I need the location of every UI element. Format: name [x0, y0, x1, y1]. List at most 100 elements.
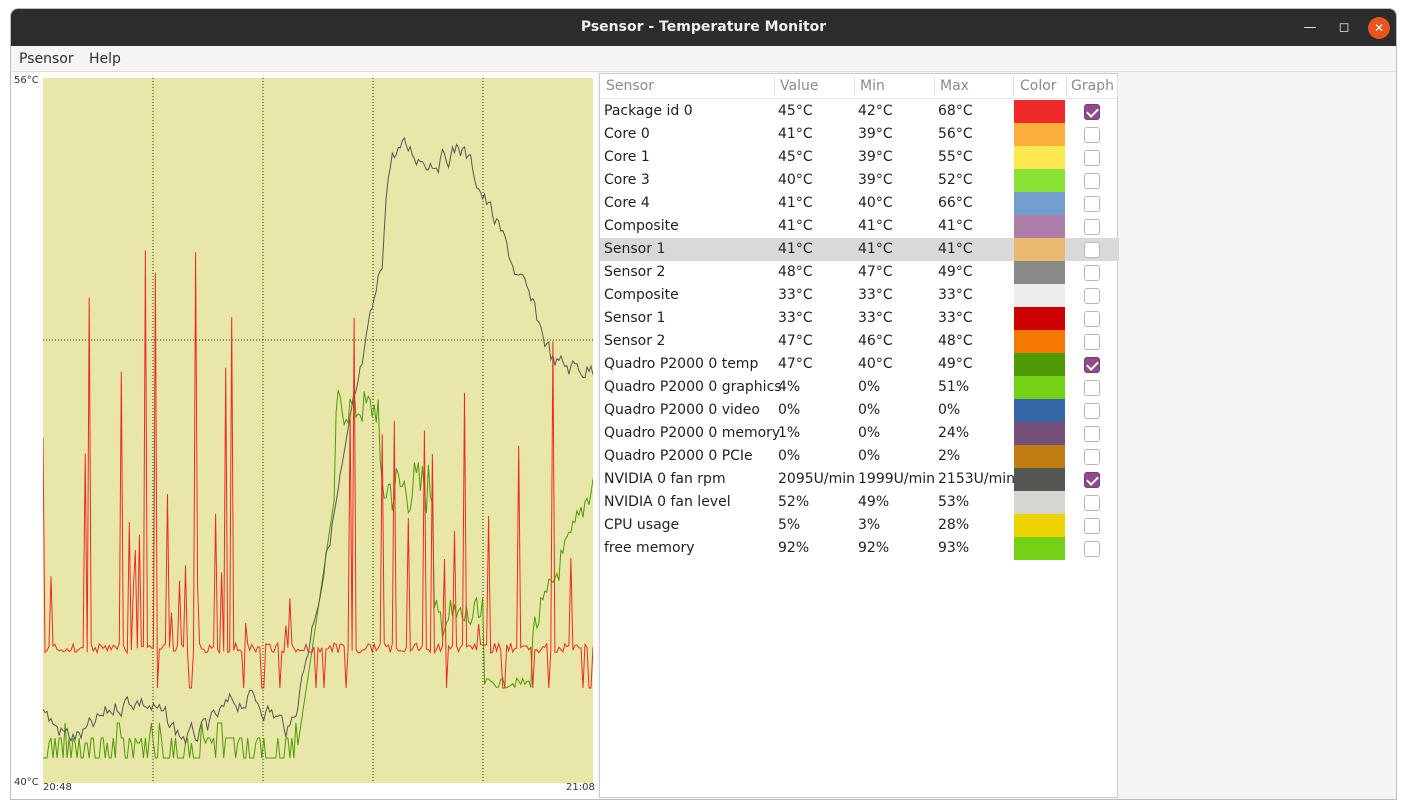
color-swatch[interactable]: [1014, 192, 1065, 215]
table-row[interactable]: Quadro P2000 0 memory 1% 0% 24%: [600, 422, 1119, 445]
table-row[interactable]: Sensor 1 41°C 41°C 41°C: [600, 238, 1119, 261]
table-row[interactable]: free memory 92% 92% 93%: [600, 537, 1119, 560]
table-row[interactable]: Quadro P2000 0 temp 47°C 40°C 49°C: [600, 353, 1119, 376]
table-row[interactable]: Sensor 2 47°C 46°C 48°C: [600, 330, 1119, 353]
table-row[interactable]: Quadro P2000 0 graphics 4% 0% 51%: [600, 376, 1119, 399]
title-bar[interactable]: Psensor - Temperature Monitor — ◻ ✕: [11, 9, 1396, 46]
color-swatch[interactable]: [1014, 514, 1065, 537]
graph-checkbox[interactable]: [1084, 242, 1100, 258]
table-row[interactable]: Quadro P2000 0 PCIe 0% 0% 2%: [600, 445, 1119, 468]
header-min[interactable]: Min: [860, 78, 885, 94]
cell-sensor: Quadro P2000 0 graphics: [604, 379, 782, 395]
table-row[interactable]: Core 0 41°C 39°C 56°C: [600, 123, 1119, 146]
cell-sensor: Core 0: [604, 126, 650, 142]
graph-checkbox[interactable]: [1084, 518, 1100, 534]
graph-checkbox[interactable]: [1084, 196, 1100, 212]
graph-checkbox[interactable]: [1084, 288, 1100, 304]
color-swatch[interactable]: [1014, 307, 1065, 330]
color-swatch[interactable]: [1014, 330, 1065, 353]
graph-checkbox[interactable]: [1084, 311, 1100, 327]
maximize-icon[interactable]: ◻: [1338, 20, 1350, 35]
close-icon[interactable]: ✕: [1368, 17, 1390, 39]
graph-checkbox[interactable]: [1084, 495, 1100, 511]
color-swatch[interactable]: [1014, 445, 1065, 468]
cell-sensor: Composite: [604, 287, 679, 303]
table-row[interactable]: Package id 0 45°C 42°C 68°C: [600, 100, 1119, 123]
graph-checkbox[interactable]: [1084, 173, 1100, 189]
series-line-package: [43, 250, 593, 689]
graph-checkbox[interactable]: [1084, 334, 1100, 350]
graph-plot-area: [43, 78, 593, 783]
color-swatch[interactable]: [1014, 261, 1065, 284]
cell-value: 33°C: [778, 287, 813, 303]
table-row[interactable]: Sensor 1 33°C 33°C 33°C: [600, 307, 1119, 330]
cell-max: 55°C: [938, 149, 973, 165]
color-swatch[interactable]: [1014, 422, 1065, 445]
sensor-graph: 56°C 40°C 20:48 21:08: [11, 72, 597, 799]
header-graph[interactable]: Graph: [1071, 78, 1114, 94]
graph-checkbox[interactable]: [1084, 219, 1100, 235]
menu-psensor[interactable]: Psensor: [19, 51, 74, 67]
cell-max: 49°C: [938, 264, 973, 280]
color-swatch[interactable]: [1014, 215, 1065, 238]
cell-value: 45°C: [778, 103, 813, 119]
cell-value: 41°C: [778, 218, 813, 234]
color-swatch[interactable]: [1014, 468, 1065, 491]
table-row[interactable]: CPU usage 5% 3% 28%: [600, 514, 1119, 537]
color-swatch[interactable]: [1014, 491, 1065, 514]
color-swatch[interactable]: [1014, 353, 1065, 376]
header-value[interactable]: Value: [780, 78, 819, 94]
cell-value: 45°C: [778, 149, 813, 165]
table-row[interactable]: Core 4 41°C 40°C 66°C: [600, 192, 1119, 215]
table-header: Sensor Value Min Max Color Graph: [600, 74, 1118, 99]
color-swatch[interactable]: [1014, 100, 1065, 123]
graph-checkbox[interactable]: [1084, 380, 1100, 396]
table-row[interactable]: Composite 41°C 41°C 41°C: [600, 215, 1119, 238]
graph-grid: [43, 78, 593, 783]
minimize-icon[interactable]: —: [1303, 20, 1317, 35]
cell-max: 2153U/min: [938, 471, 1015, 487]
color-swatch[interactable]: [1014, 169, 1065, 192]
graph-checkbox[interactable]: [1084, 403, 1100, 419]
graph-checkbox[interactable]: [1084, 104, 1100, 120]
graph-checkbox[interactable]: [1084, 449, 1100, 465]
cell-value: 52%: [778, 494, 810, 510]
graph-checkbox[interactable]: [1084, 541, 1100, 557]
table-row[interactable]: NVIDIA 0 fan rpm 2095U/min 1999U/min 2153U/…: [600, 468, 1119, 491]
x-end-label: 21:08: [566, 782, 595, 793]
color-swatch[interactable]: [1014, 376, 1065, 399]
table-row[interactable]: Sensor 2 48°C 47°C 49°C: [600, 261, 1119, 284]
cell-sensor: NVIDIA 0 fan rpm: [604, 471, 726, 487]
table-row[interactable]: NVIDIA 0 fan level 52% 49% 53%: [600, 491, 1119, 514]
cell-sensor: CPU usage: [604, 517, 680, 533]
table-row[interactable]: Quadro P2000 0 video 0% 0% 0%: [600, 399, 1119, 422]
table-row[interactable]: Composite 33°C 33°C 33°C: [600, 284, 1119, 307]
graph-checkbox[interactable]: [1084, 472, 1100, 488]
cell-value: 0%: [778, 402, 801, 418]
cell-max: 68°C: [938, 103, 973, 119]
y-max-label: 56°C: [14, 75, 39, 86]
cell-max: 41°C: [938, 218, 973, 234]
color-swatch[interactable]: [1014, 123, 1065, 146]
graph-checkbox[interactable]: [1084, 265, 1100, 281]
color-swatch[interactable]: [1014, 146, 1065, 169]
menu-help[interactable]: Help: [89, 51, 121, 67]
cell-min: 39°C: [858, 126, 893, 142]
cell-value: 47°C: [778, 356, 813, 372]
header-color[interactable]: Color: [1020, 78, 1057, 94]
cell-max: 49°C: [938, 356, 973, 372]
color-swatch[interactable]: [1014, 399, 1065, 422]
graph-checkbox[interactable]: [1084, 357, 1100, 373]
cell-max: 51%: [938, 379, 970, 395]
table-row[interactable]: Core 3 40°C 39°C 52°C: [600, 169, 1119, 192]
color-swatch[interactable]: [1014, 238, 1065, 261]
header-sensor[interactable]: Sensor: [606, 78, 654, 94]
header-max[interactable]: Max: [940, 78, 969, 94]
graph-checkbox[interactable]: [1084, 127, 1100, 143]
table-row[interactable]: Core 1 45°C 39°C 55°C: [600, 146, 1119, 169]
graph-checkbox[interactable]: [1084, 150, 1100, 166]
color-swatch[interactable]: [1014, 537, 1065, 560]
color-swatch[interactable]: [1014, 284, 1065, 307]
cell-min: 0%: [858, 425, 881, 441]
graph-checkbox[interactable]: [1084, 426, 1100, 442]
